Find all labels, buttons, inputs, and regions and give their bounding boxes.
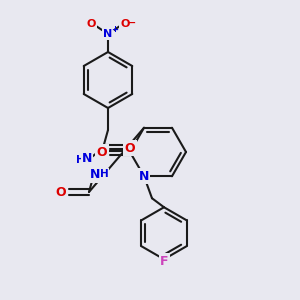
Text: O: O [56, 185, 66, 199]
Text: N: N [90, 169, 100, 182]
Text: −: − [128, 18, 136, 28]
Text: H: H [76, 155, 84, 165]
Text: O: O [86, 19, 96, 29]
Text: N: N [139, 170, 149, 183]
Text: O: O [125, 142, 135, 154]
Text: O: O [120, 19, 130, 29]
Text: H: H [100, 169, 108, 179]
Text: N: N [103, 29, 112, 39]
Text: F: F [160, 255, 168, 268]
Text: +: + [112, 25, 118, 34]
Text: N: N [82, 152, 92, 166]
Text: O: O [97, 146, 107, 158]
